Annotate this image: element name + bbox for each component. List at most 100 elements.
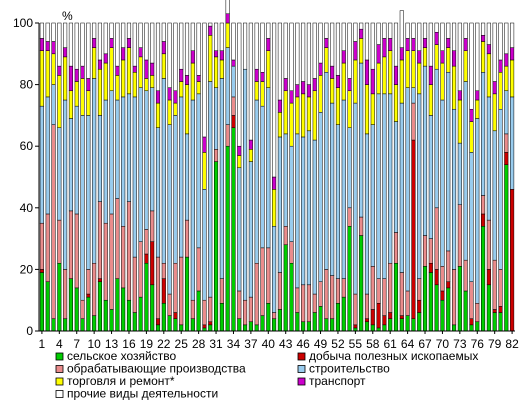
bar-segment [318,281,323,307]
bar-segment [399,59,404,104]
bar-segment [155,127,161,258]
bar-segment [103,222,108,301]
bar-segment [434,22,439,33]
bar-segment [237,22,242,147]
bar-segment [214,87,219,150]
bar-segment [301,93,306,138]
bar-segment [405,22,410,39]
bar-segment [248,161,253,298]
bar-segment [254,262,259,326]
bar-segment [237,155,242,169]
bar-segment [97,278,103,282]
bar-segment [115,22,120,67]
bar-segment [469,318,474,326]
bar-segment [248,296,253,323]
bar-segment [243,22,248,70]
legend: сельское хозяйство добыча полезных ископа… [55,349,478,401]
bar-segment [382,324,387,332]
bar-segment [63,22,68,48]
bar-segment [393,65,399,85]
bar-segment [481,213,486,227]
bar-segment [155,22,161,92]
bar-segment [498,108,503,270]
bar-segment [208,22,213,27]
bar-segment [115,198,120,279]
bar-segment [434,207,439,270]
bar-segment [347,22,352,79]
x-tick-label: 37 [244,337,258,351]
bar-segment [272,318,277,332]
bar-segment [272,189,277,227]
bar-segment [173,102,178,116]
bar-segment [39,22,44,39]
bar-segment [126,201,132,301]
bar-segment [417,22,422,51]
bar-segment [121,96,126,227]
bar-segment [68,278,73,332]
bar-segment [452,22,457,51]
bar-segment [353,293,358,326]
bar-segment [498,59,503,73]
bar-segment [202,324,207,329]
bar-segment [359,28,364,39]
bar-segment [463,22,468,39]
bar-segment [74,213,79,289]
bar-segment [45,22,50,42]
bar-segment [219,22,224,51]
bar-segment [68,118,73,212]
bar-segment [121,287,126,332]
bar-segment [45,96,50,215]
bar-segment [260,315,265,332]
bar-segment [486,53,491,98]
bar-segment [68,65,73,92]
bar-segment [457,142,462,205]
bar-segment [231,127,236,332]
bar-segment [469,324,474,332]
bar-segment [92,22,97,39]
bar-segment [121,22,126,48]
bar-segment [335,124,340,279]
bar-segment [295,96,300,135]
bar-segment [132,65,137,73]
bar-segment [393,22,399,67]
bar-segment [51,124,56,319]
bar-segment [428,238,433,264]
bar-segment [202,22,207,138]
bar-segment [353,324,358,329]
bar-segment [405,50,410,88]
bar-segment [289,241,294,264]
x-tick-label: 49 [314,337,328,351]
y-tick-label: 20 [20,262,34,276]
bar-segment [86,293,91,298]
bar-segment [260,72,265,82]
bar-segment [347,207,352,227]
bar-segment [324,38,329,48]
bar-segment [359,235,364,332]
bar-segment [376,22,381,45]
bar-segment [277,136,282,273]
bar-segment [138,22,143,48]
bar-segment [63,269,68,319]
bar-segment [353,59,358,104]
bar-segment [457,266,462,332]
bar-segment [150,75,155,88]
bar-segment [277,272,282,310]
bar-segment [306,284,311,323]
bar-segment [481,22,486,36]
legend-swatch [297,365,306,373]
bar-segment [301,284,306,323]
bar-segment [364,22,370,61]
bar-segment [138,56,143,88]
bar-segment [382,93,387,279]
bar-segment [376,303,381,329]
bar-segment [266,303,271,332]
bar-segment [190,50,195,64]
bar-segment [388,93,393,264]
bar-segment [335,22,340,76]
bar-segment [243,299,248,326]
bar-segment [266,38,271,51]
bar-segment [248,22,253,141]
bar-segment [190,99,195,301]
bar-segment [51,22,56,42]
bar-segment [399,10,404,48]
